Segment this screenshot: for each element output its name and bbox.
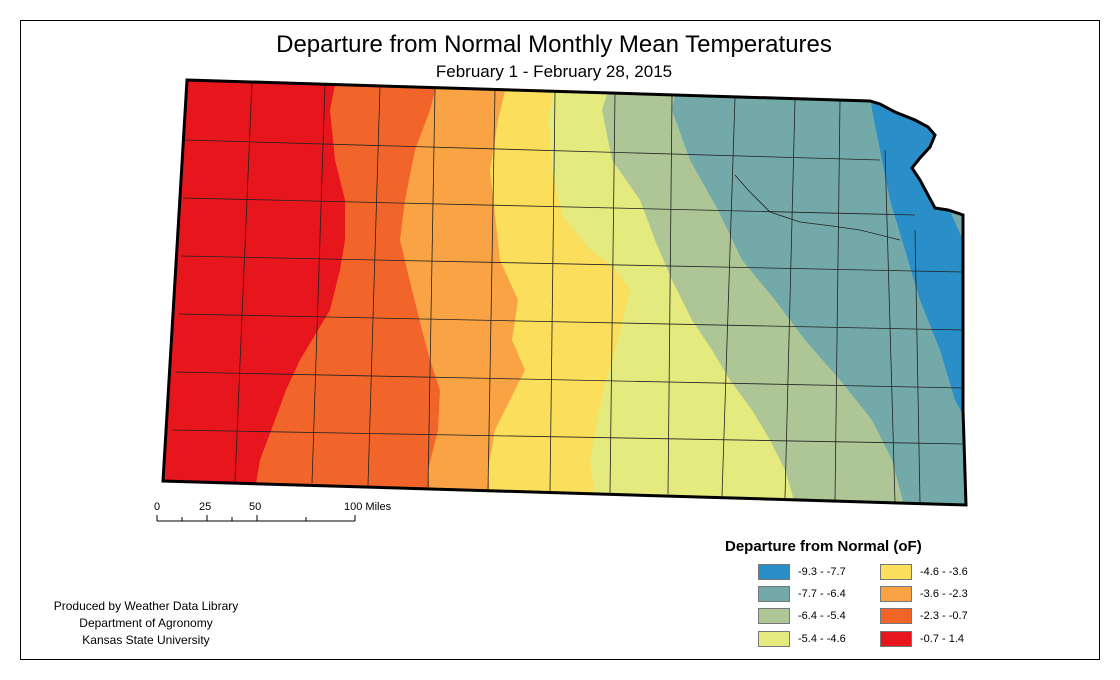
- legend-label: -3.6 - -2.3: [920, 588, 968, 600]
- map-subtitle: February 1 - February 28, 2015: [435, 62, 673, 81]
- legend-swatch: [880, 631, 912, 647]
- legend-label: -2.3 - -0.7: [920, 610, 968, 622]
- scale-bar: [156, 515, 356, 522]
- legend-swatch: [758, 586, 790, 602]
- legend-swatch: [758, 608, 790, 624]
- temperature-zones: [163, 80, 966, 505]
- legend-label: -4.6 - -3.6: [920, 566, 968, 578]
- legend-swatch: [880, 586, 912, 602]
- county-lines: [171, 81, 964, 504]
- scale-label-100-miles: 100 Miles: [344, 501, 392, 513]
- map-title: Departure from Normal Monthly Mean Tempe…: [276, 31, 832, 58]
- credit-line-producer: Produced by Weather Data Library: [53, 599, 239, 613]
- legend-swatch: [880, 608, 912, 624]
- scale-label-25: 25: [199, 501, 212, 513]
- zone-minus-0.7-to-1.4: [163, 80, 345, 505]
- kansas-state-outline: [161, 78, 968, 507]
- legend-label: -9.3 - -7.7: [798, 566, 846, 578]
- legend-label: -7.7 - -6.4: [798, 588, 846, 600]
- legend-label: -5.4 - -4.6: [798, 633, 846, 645]
- legend-title: Departure from Normal (oF): [725, 538, 922, 555]
- scale-label-0: 0: [154, 501, 161, 513]
- legend-swatch: [880, 564, 912, 580]
- credit-line-department: Department of Agronomy: [79, 616, 213, 630]
- scale-label-50: 50: [249, 501, 262, 513]
- legend-swatch: [758, 631, 790, 647]
- legend-label: -0.7 - 1.4: [920, 633, 965, 645]
- legend-swatch: [758, 564, 790, 580]
- credit-line-university: Kansas State University: [82, 633, 210, 647]
- credit-block: Produced by Weather Data Library Departm…: [33, 598, 259, 649]
- legend-label: -6.4 - -5.4: [798, 610, 846, 622]
